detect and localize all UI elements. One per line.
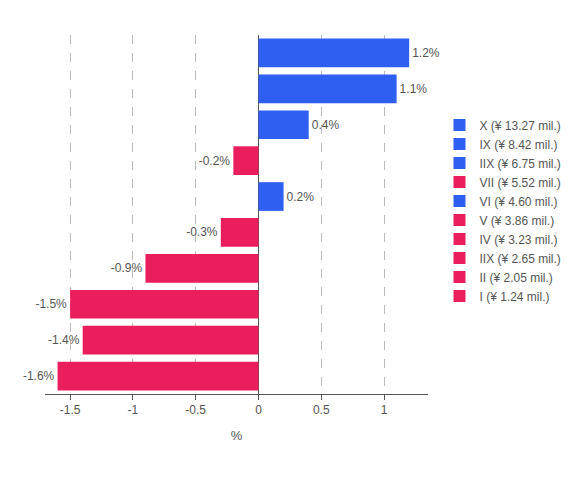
svg-text:VII (¥ 5.52 mil.): VII (¥ 5.52 mil.)	[479, 176, 560, 190]
svg-text:0: 0	[255, 403, 262, 417]
svg-text:-1.5: -1.5	[60, 403, 81, 417]
svg-text:-0.5: -0.5	[185, 403, 206, 417]
svg-text:V (¥ 3.86 mil.): V (¥ 3.86 mil.)	[479, 214, 554, 228]
svg-text:1: 1	[381, 403, 388, 417]
svg-text:I (¥ 1.24 mil.): I (¥ 1.24 mil.)	[479, 290, 549, 304]
svg-text:-1.6%: -1.6%	[23, 369, 55, 383]
svg-text:%: %	[231, 428, 243, 443]
svg-text:-0.3%: -0.3%	[186, 225, 218, 239]
svg-text:IIX (¥ 2.65 mil.): IIX (¥ 2.65 mil.)	[479, 252, 560, 266]
svg-text:IIX (¥ 6.75 mil.): IIX (¥ 6.75 mil.)	[479, 157, 560, 171]
svg-text:1.2%: 1.2%	[412, 46, 440, 60]
svg-text:-1: -1	[128, 403, 139, 417]
svg-text:1.1%: 1.1%	[400, 82, 428, 96]
svg-text:0.5: 0.5	[313, 403, 330, 417]
svg-text:X (¥ 13.27 mil.): X (¥ 13.27 mil.)	[479, 119, 560, 133]
svg-text:II (¥ 2.05 mil.): II (¥ 2.05 mil.)	[479, 271, 552, 285]
svg-text:0.4%: 0.4%	[312, 118, 340, 132]
svg-text:-0.9%: -0.9%	[111, 261, 143, 275]
svg-text:-0.2%: -0.2%	[199, 154, 231, 168]
svg-text:IX (¥ 8.42 mil.): IX (¥ 8.42 mil.)	[479, 138, 557, 152]
svg-text:IV (¥ 3.23 mil.): IV (¥ 3.23 mil.)	[479, 233, 557, 247]
svg-text:-1.5%: -1.5%	[35, 297, 67, 311]
svg-text:VI (¥ 4.60 mil.): VI (¥ 4.60 mil.)	[479, 195, 557, 209]
svg-text:0.2%: 0.2%	[287, 190, 315, 204]
svg-text:-1.4%: -1.4%	[48, 333, 80, 347]
